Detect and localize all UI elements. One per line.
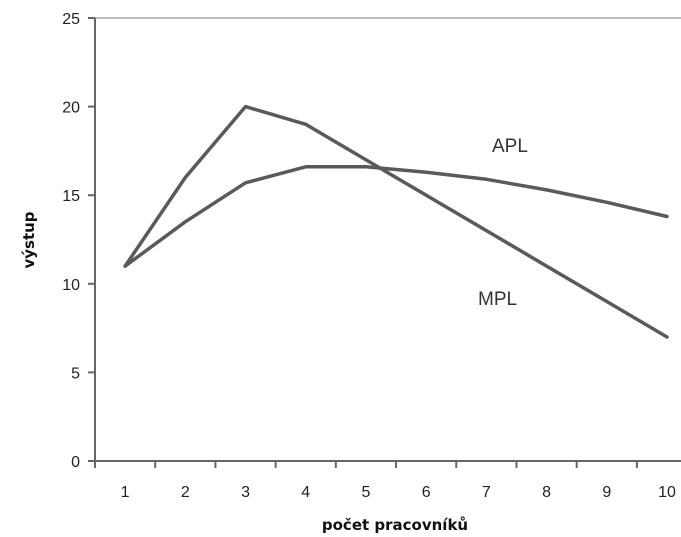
series-label-mpl: MPL (478, 289, 517, 310)
y-ticks: 0 5 10 15 20 25 (62, 11, 95, 471)
y-tick-label: 25 (62, 11, 80, 28)
x-ticks: 1 2 3 4 5 6 7 8 9 10 (94, 461, 676, 501)
x-tick-label: 2 (181, 484, 190, 501)
y-tick-label: 5 (71, 365, 80, 382)
y-axis-title: výstup (20, 211, 38, 268)
x-tick-label: 4 (301, 484, 310, 501)
x-tick-label: 9 (602, 484, 611, 501)
series-label-apl: APL (492, 136, 528, 157)
y-tick-label: 15 (62, 188, 80, 205)
y-tick-label: 10 (62, 277, 80, 294)
y-tick-label: 20 (62, 100, 80, 117)
x-tick-label: 10 (658, 484, 676, 501)
x-tick-label: 5 (361, 484, 370, 501)
x-tick-label: 1 (121, 484, 130, 501)
series-line-mpl (123, 104, 669, 339)
x-tick-label: 8 (542, 484, 551, 501)
x-tick-label: 3 (241, 484, 250, 501)
x-tick-label: 6 (422, 484, 431, 501)
series-line-apl (123, 165, 669, 268)
x-axis-title: počet pracovníků (322, 516, 468, 534)
series-layer (123, 104, 669, 339)
y-tick-label: 0 (71, 454, 80, 471)
x-tick-label: 7 (482, 484, 491, 501)
